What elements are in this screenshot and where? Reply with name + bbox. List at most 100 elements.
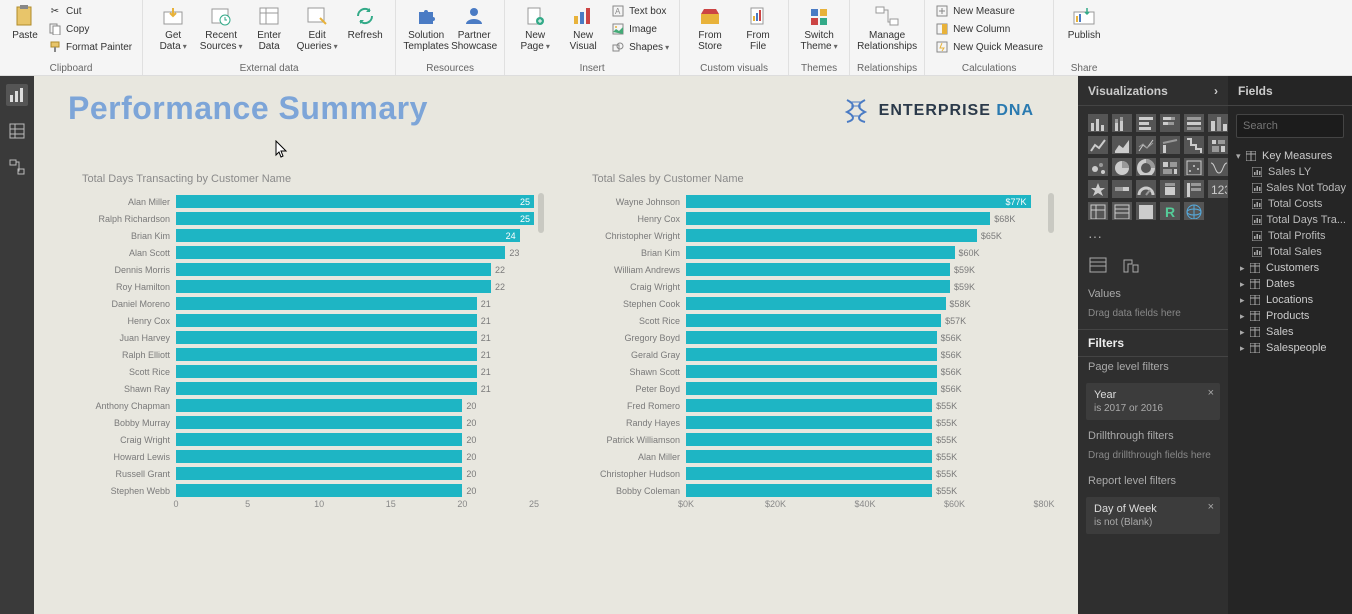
chart-bar-row[interactable]: Henry Cox$68K — [578, 210, 1044, 227]
enter-data-button[interactable]: Enter Data — [245, 2, 293, 54]
bar[interactable] — [686, 229, 977, 242]
new-page-button[interactable]: New Page▾ — [511, 2, 559, 54]
chart-bar-row[interactable]: Ralph Richardson25 — [68, 210, 534, 227]
new-measure-button[interactable]: New Measure — [931, 2, 1047, 20]
viz-type-button[interactable] — [1112, 136, 1132, 154]
bar[interactable] — [686, 212, 990, 225]
switch-theme-button[interactable]: Switch Theme▾ — [795, 2, 843, 54]
viz-type-button[interactable] — [1184, 158, 1204, 176]
chart-bar-row[interactable]: Dennis Morris22 — [68, 261, 534, 278]
chart-bar-row[interactable]: Craig Wright20 — [68, 431, 534, 448]
viz-type-button[interactable] — [1088, 158, 1108, 176]
viz-type-button[interactable] — [1184, 202, 1204, 220]
fields-measure[interactable]: Sales Not Today — [1228, 180, 1352, 196]
paste-button[interactable]: Paste — [6, 2, 44, 43]
fields-tool-button[interactable] — [1088, 256, 1108, 274]
report-view-button[interactable] — [6, 84, 28, 106]
chart-bar-row[interactable]: Bobby Coleman$55K — [578, 482, 1044, 499]
chart-bar-row[interactable]: Scott Rice21 — [68, 363, 534, 380]
viz-type-button[interactable] — [1112, 180, 1132, 198]
viz-type-button[interactable] — [1136, 158, 1156, 176]
bar[interactable] — [686, 433, 932, 446]
fields-measure[interactable]: Total Sales — [1228, 244, 1352, 260]
fields-table[interactable]: ▸Dates — [1228, 276, 1352, 292]
bar[interactable] — [176, 484, 462, 497]
viz-type-button[interactable] — [1088, 180, 1108, 198]
filter-card-dayofweek[interactable]: × Day of Week is not (Blank) — [1086, 497, 1220, 534]
viz-type-button[interactable] — [1088, 114, 1108, 132]
chart-bar-row[interactable]: Daniel Moreno21 — [68, 295, 534, 312]
fields-table[interactable]: ▸Products — [1228, 308, 1352, 324]
chart-bar-row[interactable]: Russell Grant20 — [68, 465, 534, 482]
chart-bar-row[interactable]: Peter Boyd$56K — [578, 380, 1044, 397]
fields-measure[interactable]: Sales LY — [1228, 164, 1352, 180]
chart-bar-row[interactable]: Juan Harvey21 — [68, 329, 534, 346]
bar[interactable]: 25 — [176, 195, 534, 208]
format-painter-button[interactable]: Format Painter — [44, 38, 136, 56]
fields-table[interactable]: ▸Sales — [1228, 324, 1352, 340]
chart-bar-row[interactable]: Shawn Ray21 — [68, 380, 534, 397]
remove-filter-button[interactable]: × — [1208, 501, 1214, 513]
bar[interactable] — [686, 314, 941, 327]
chart-bar-row[interactable]: Shawn Scott$56K — [578, 363, 1044, 380]
viz-type-button[interactable] — [1160, 114, 1180, 132]
chart-bar-row[interactable]: Brian Kim24 — [68, 227, 534, 244]
bar[interactable] — [686, 365, 937, 378]
bar[interactable] — [176, 450, 462, 463]
chart-bar-row[interactable]: Brian Kim$60K — [578, 244, 1044, 261]
chevron-right-icon[interactable]: › — [1214, 84, 1218, 98]
chart-bar-row[interactable]: Alan Miller$55K — [578, 448, 1044, 465]
viz-type-button[interactable] — [1184, 136, 1204, 154]
bar[interactable] — [686, 297, 946, 310]
more-visuals-button[interactable]: ··· — [1078, 228, 1228, 250]
viz-type-button[interactable] — [1088, 136, 1108, 154]
bar[interactable]: 24 — [176, 229, 520, 242]
viz-type-button[interactable] — [1160, 180, 1180, 198]
bar[interactable] — [686, 246, 955, 259]
chart-bar-row[interactable]: Alan Miller25 — [68, 193, 534, 210]
recent-sources-button[interactable]: Recent Sources▾ — [197, 2, 245, 54]
bar[interactable] — [686, 399, 932, 412]
viz-type-button[interactable]: R — [1160, 202, 1180, 220]
chart-bar-row[interactable]: Randy Hayes$55K — [578, 414, 1044, 431]
publish-button[interactable]: Publish — [1060, 2, 1108, 43]
remove-filter-button[interactable]: × — [1208, 387, 1214, 399]
chart-bar-row[interactable]: Christopher Hudson$55K — [578, 465, 1044, 482]
bar[interactable] — [176, 263, 491, 276]
new-visual-button[interactable]: New Visual — [559, 2, 607, 54]
chart-bar-row[interactable]: Howard Lewis20 — [68, 448, 534, 465]
chart-scrollbar[interactable] — [1048, 193, 1054, 233]
bar[interactable] — [686, 484, 932, 497]
text-box-button[interactable]: AText box — [607, 2, 673, 20]
viz-type-button[interactable] — [1088, 202, 1108, 220]
bar[interactable] — [176, 382, 477, 395]
model-view-button[interactable] — [6, 156, 28, 178]
chart-bar-row[interactable]: Fred Romero$55K — [578, 397, 1044, 414]
shapes-button[interactable]: Shapes▾ — [607, 38, 673, 56]
new-column-button[interactable]: New Column — [931, 20, 1047, 38]
bar[interactable]: 25 — [176, 212, 534, 225]
chart-bar-row[interactable]: Anthony Chapman20 — [68, 397, 534, 414]
search-input[interactable] — [1243, 120, 1352, 132]
chart-bar-row[interactable]: Gerald Gray$56K — [578, 346, 1044, 363]
viz-type-button[interactable] — [1184, 114, 1204, 132]
from-file-button[interactable]: From File — [734, 2, 782, 54]
format-tool-button[interactable] — [1120, 256, 1140, 274]
chart-bar-row[interactable]: Christopher Wright$65K — [578, 227, 1044, 244]
bar[interactable] — [176, 399, 462, 412]
copy-button[interactable]: Copy — [44, 20, 136, 38]
viz-type-button[interactable] — [1160, 136, 1180, 154]
fields-measure[interactable]: Total Days Tra... — [1228, 212, 1352, 228]
viz-type-button[interactable] — [1208, 136, 1228, 154]
chart-total-sales[interactable]: Total Sales by Customer Name Wayne Johns… — [578, 173, 1044, 513]
from-store-button[interactable]: From Store — [686, 2, 734, 54]
cut-button[interactable]: ✂Cut — [44, 2, 136, 20]
get-data-button[interactable]: Get Data▾ — [149, 2, 197, 54]
bar[interactable] — [686, 331, 937, 344]
bar[interactable] — [686, 348, 937, 361]
fields-table[interactable]: ▸Locations — [1228, 292, 1352, 308]
fields-table[interactable]: ▸Customers — [1228, 260, 1352, 276]
viz-type-button[interactable] — [1136, 136, 1156, 154]
chart-scrollbar[interactable] — [538, 193, 544, 233]
bar[interactable] — [176, 297, 477, 310]
